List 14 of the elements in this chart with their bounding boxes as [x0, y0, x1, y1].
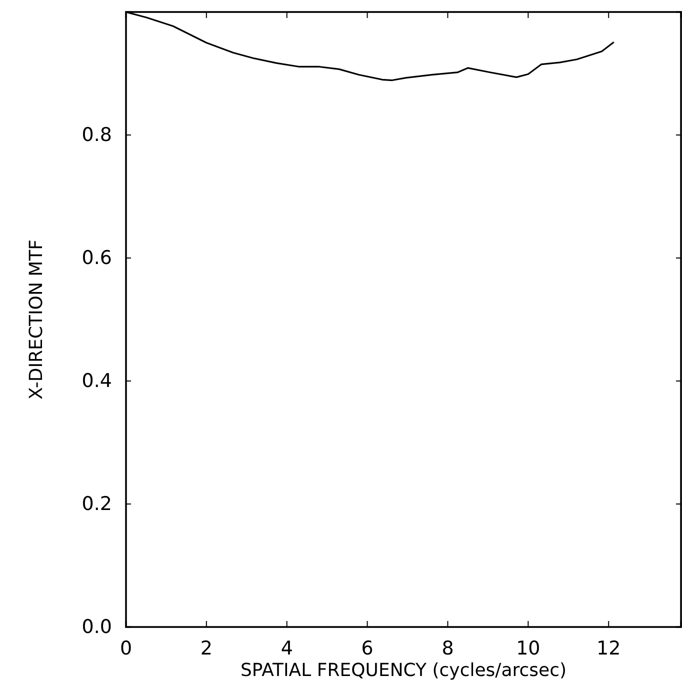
x-tick-label: 4 [280, 637, 293, 660]
y-tick-label: 0.8 [82, 124, 112, 146]
x-tick-label: 10 [516, 637, 540, 660]
x-tick-label: 8 [442, 637, 454, 660]
y-tick-label: 0.2 [82, 493, 112, 516]
x-tick-label: 0 [120, 637, 132, 660]
x-tick-label: 12 [596, 637, 621, 660]
y-tick-label: 0.4 [82, 370, 112, 392]
x-tick-label: 6 [361, 637, 374, 660]
y-tick-label: 0.6 [82, 247, 112, 270]
x-axis-title: SPATIAL FREQUENCY (cycles/arcsec) [240, 660, 567, 681]
y-axis-title: X-DIRECTION MTF [26, 239, 47, 400]
y-tick-label: 0.0 [82, 616, 112, 638]
x-tick-label: 2 [200, 637, 212, 660]
